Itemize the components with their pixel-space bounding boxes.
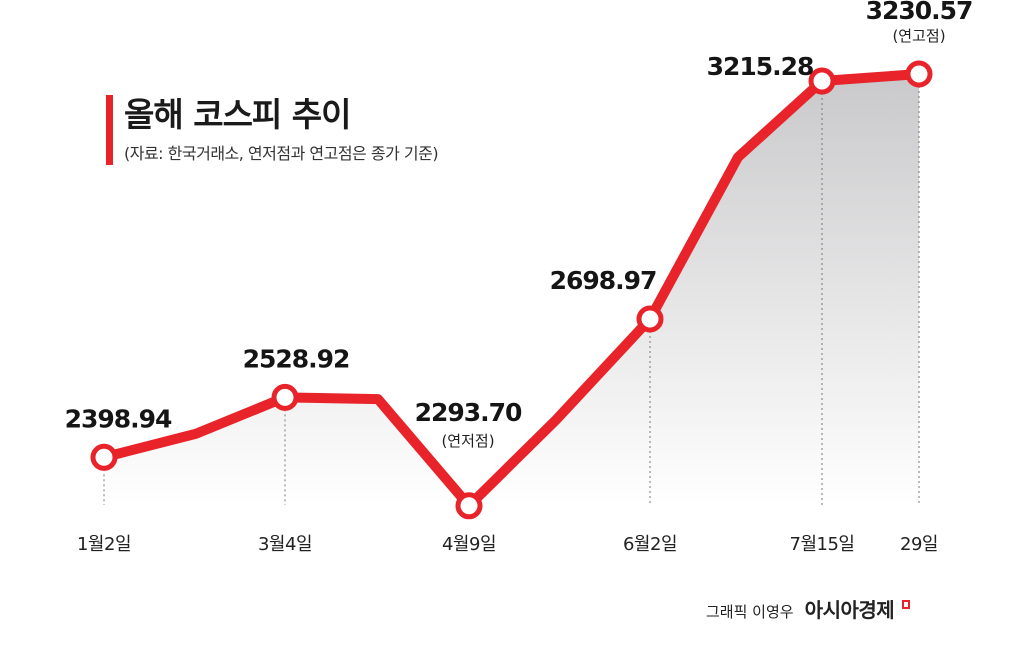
data-point-2 — [455, 492, 483, 520]
data-label-0: 2398.94 — [65, 404, 172, 433]
data-label-4: 3215.28 — [707, 52, 814, 81]
series-line — [99, 68, 924, 511]
data-label-3: 2698.97 — [550, 266, 657, 295]
data-point-1 — [271, 383, 299, 411]
chart-subtitle: (자료: 한국거래소, 연저점과 연고점은 종가 기준) — [124, 144, 439, 163]
chart-title: 올해 코스피 추이 — [124, 95, 351, 134]
area-fill — [104, 73, 919, 506]
data-point-0 — [90, 443, 118, 471]
credit: 그래픽 이영우 아시아경제 — [706, 594, 911, 623]
x-tick-label-0: 1월2일 — [77, 534, 131, 555]
data-point-3 — [636, 305, 664, 333]
data-label-5: 3230.57 — [866, 0, 973, 25]
x-tick-label-3: 6월2일 — [623, 534, 677, 555]
credit-brand: 아시아경제 — [804, 598, 895, 622]
brand-mark-icon — [902, 600, 911, 609]
title-accent-bar — [106, 95, 113, 165]
x-tick-label-5: 29일 — [900, 534, 938, 555]
data-point-4 — [808, 67, 836, 95]
data-note-5: (연고점) — [892, 27, 945, 45]
credit-graphic-artist: 그래픽 이영우 — [706, 603, 794, 621]
x-tick-label-1: 3월4일 — [258, 534, 312, 555]
data-label-2: 2293.70 — [415, 398, 522, 427]
data-note-2: (연저점) — [441, 432, 494, 450]
x-tick-label-4: 7월15일 — [790, 534, 855, 555]
x-tick-label-2: 4월9일 — [442, 534, 496, 555]
data-label-1: 2528.92 — [243, 344, 350, 373]
data-point-5 — [905, 60, 933, 88]
